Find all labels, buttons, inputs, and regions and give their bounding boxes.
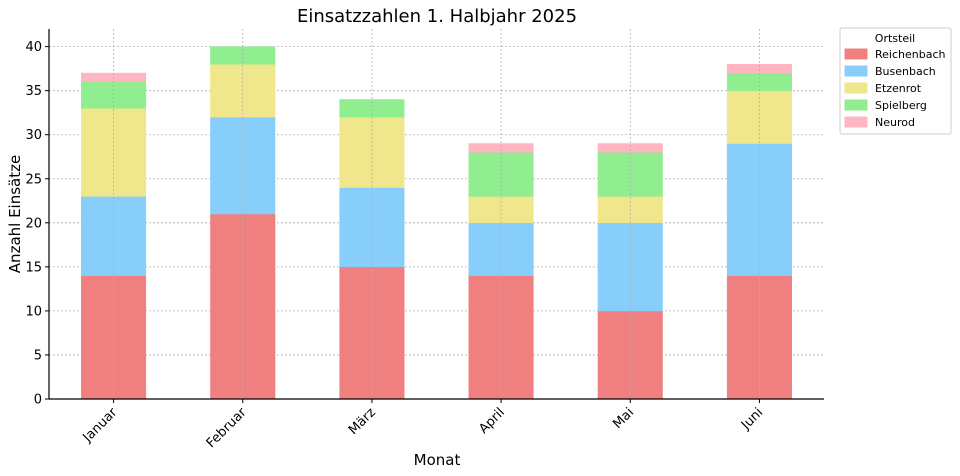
bar-segment: [339, 116, 405, 188]
x-tick-label: Februar: [204, 405, 250, 451]
x-tick-label: April: [476, 405, 508, 437]
legend-swatch: [844, 48, 868, 60]
x-tick-label: Mai: [610, 405, 637, 432]
bar-segment: [81, 196, 147, 276]
y-axis-label: Anzahl Einsätze: [6, 155, 24, 273]
grid: [49, 46, 824, 400]
legend-entry-label: Reichenbach: [875, 48, 946, 61]
legend-swatch: [844, 99, 868, 111]
legend-entry-label: Spielberg: [875, 99, 927, 112]
x-tick-label: März: [346, 405, 379, 438]
legend-swatch: [844, 116, 868, 128]
legend-entry-label: Neurod: [875, 116, 915, 129]
x-tick-label: Januar: [80, 405, 121, 446]
legend-box: [839, 27, 952, 135]
bar-segment: [597, 143, 663, 153]
x-tick-label: Juni: [738, 405, 766, 433]
y-tick-label: 10: [25, 304, 42, 319]
legend-entry-label: Busenbach: [875, 65, 936, 78]
y-tick-label: 0: [34, 393, 42, 408]
legend: Ortsteil Reichenbach Busenbach Etzenrot Spi…: [839, 27, 952, 135]
bar-segment: [468, 143, 534, 153]
legend-title: Ortsteil: [875, 32, 915, 45]
y-tick-label: 15: [25, 260, 42, 275]
y-tick-label: 40: [25, 40, 42, 55]
legend-entry-label: Etzenrot: [875, 82, 922, 95]
y-tick-label: 20: [25, 216, 42, 231]
y-tick-label: 25: [25, 172, 42, 187]
y-tick-label: 5: [34, 348, 42, 363]
chart-title: Einsatzzahlen 1. Halbjahr 2025: [297, 6, 577, 27]
y-tick-label: 35: [25, 84, 42, 99]
y-tick-label: 30: [25, 128, 42, 143]
x-axis-label: Monat: [414, 451, 461, 469]
legend-swatch: [844, 82, 868, 94]
legend-swatch: [844, 65, 868, 77]
